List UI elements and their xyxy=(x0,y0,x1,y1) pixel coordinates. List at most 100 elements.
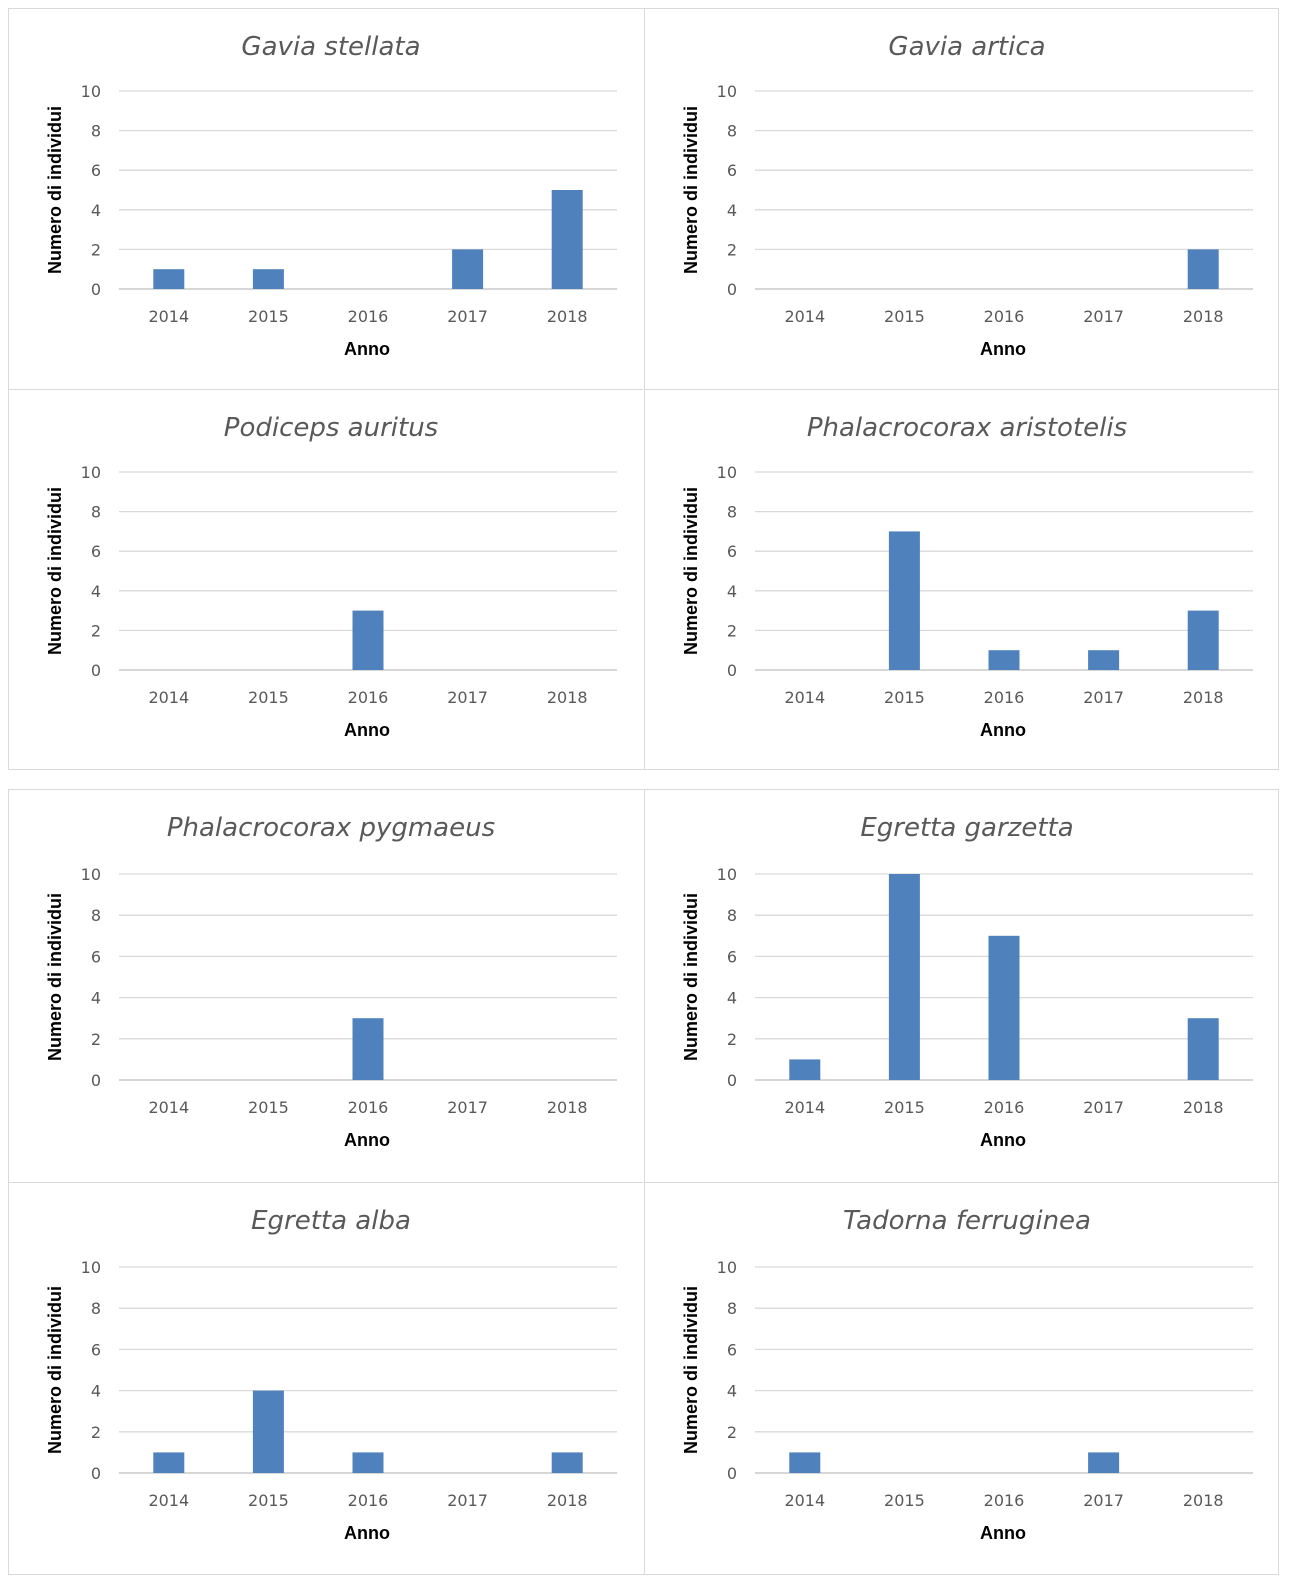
y-tick-label: 2 xyxy=(727,1423,737,1442)
x-axis-title: Anno xyxy=(980,1130,1026,1150)
y-tick-label: 0 xyxy=(727,1071,737,1090)
x-tick-label: 2014 xyxy=(784,307,825,326)
y-tick-label: 2 xyxy=(727,621,737,640)
y-tick-label: 10 xyxy=(81,1258,101,1277)
y-tick-label: 0 xyxy=(727,280,737,299)
y-axis-title: Numero di individui xyxy=(45,1286,65,1454)
y-tick-label: 10 xyxy=(81,463,101,482)
y-axis-title: Numero di individui xyxy=(681,893,701,1061)
y-tick-label: 4 xyxy=(91,582,101,601)
y-axis-title: Numero di individui xyxy=(681,106,701,274)
x-axis-title: Anno xyxy=(980,1523,1026,1543)
bar-2014 xyxy=(789,1452,821,1473)
y-tick-label: 4 xyxy=(727,201,737,220)
y-tick-label: 2 xyxy=(91,240,101,259)
bar-2016 xyxy=(352,1452,384,1473)
x-axis-title: Anno xyxy=(980,720,1026,740)
x-axis-title: Anno xyxy=(344,1523,390,1543)
x-axis-title: Anno xyxy=(344,720,390,740)
y-tick-label: 8 xyxy=(91,1299,101,1318)
y-tick-label: 0 xyxy=(91,1071,101,1090)
chart-panel-podiceps-auritus: Podiceps auritus 0 2 4 6 8 10 2014 2015 2016 2017 2… xyxy=(9,389,643,769)
y-tick-label: 10 xyxy=(717,865,737,884)
bar-2015 xyxy=(888,874,920,1080)
chart-group-top: Gavia stellata 0 2 4 6 8 10 2014 2015 2016 2017 201… xyxy=(8,8,1279,770)
x-tick-label: 2016 xyxy=(984,688,1025,707)
y-tick-label: 8 xyxy=(727,503,737,522)
bar-2017 xyxy=(1088,1452,1120,1473)
y-tick-label: 4 xyxy=(91,1382,101,1401)
x-tick-label: 2017 xyxy=(447,1491,488,1510)
y-tick-label: 6 xyxy=(91,161,101,180)
y-tick-label: 4 xyxy=(91,201,101,220)
y-axis-title: Numero di individui xyxy=(45,106,65,274)
y-axis-title: Numero di individui xyxy=(681,1286,701,1454)
x-tick-label: 2015 xyxy=(248,1491,289,1510)
y-tick-label: 4 xyxy=(727,582,737,601)
x-tick-label: 2017 xyxy=(447,307,488,326)
x-tick-label: 2018 xyxy=(1183,1491,1224,1510)
y-tick-label: 10 xyxy=(717,82,737,101)
chart-title: Phalacrocorax aristotelis xyxy=(807,413,1127,443)
x-tick-label: 2016 xyxy=(348,688,389,707)
x-tick-label: 2016 xyxy=(984,1098,1025,1117)
x-tick-label: 2018 xyxy=(1183,1098,1224,1117)
x-tick-label: 2018 xyxy=(547,307,588,326)
x-axis-title: Anno xyxy=(980,339,1026,359)
chart-panel-gavia-artica: Gavia artica 0 2 4 6 8 10 2014 2015 2016 2017 2018 A… xyxy=(644,9,1278,389)
bar-2018 xyxy=(551,190,583,289)
x-tick-label: 2015 xyxy=(248,688,289,707)
y-axis-title: Numero di individui xyxy=(45,487,65,655)
y-tick-label: 0 xyxy=(91,661,101,680)
chart-title: Podiceps auritus xyxy=(224,413,438,443)
bar-chart-tadorna-ferruginea: Tadorna ferruginea 0 2 4 6 8 10 2014 2015 2016 201… xyxy=(681,1206,1253,1543)
y-tick-label: 0 xyxy=(727,1464,737,1483)
y-tick-label: 6 xyxy=(727,161,737,180)
x-tick-label: 2018 xyxy=(547,1491,588,1510)
x-tick-label: 2017 xyxy=(1083,1491,1124,1510)
y-tick-label: 4 xyxy=(727,1382,737,1401)
x-tick-label: 2014 xyxy=(784,1491,825,1510)
x-tick-label: 2014 xyxy=(148,688,189,707)
y-tick-label: 8 xyxy=(727,122,737,141)
x-tick-label: 2014 xyxy=(784,1098,825,1117)
x-axis-title: Anno xyxy=(344,1130,390,1150)
x-tick-label: 2017 xyxy=(447,688,488,707)
bar-2017 xyxy=(452,249,484,289)
x-tick-label: 2018 xyxy=(1183,688,1224,707)
y-tick-label: 0 xyxy=(727,661,737,680)
y-tick-label: 8 xyxy=(91,122,101,141)
y-tick-label: 6 xyxy=(727,1340,737,1359)
y-tick-label: 10 xyxy=(81,865,101,884)
x-tick-label: 2017 xyxy=(1083,688,1124,707)
y-tick-label: 10 xyxy=(717,1258,737,1277)
x-tick-label: 2015 xyxy=(884,688,925,707)
x-tick-label: 2015 xyxy=(884,1491,925,1510)
y-tick-label: 2 xyxy=(727,240,737,259)
x-tick-label: 2015 xyxy=(248,1098,289,1117)
bar-2014 xyxy=(153,269,185,289)
bar-2016 xyxy=(988,650,1020,670)
bar-2018 xyxy=(1187,1018,1219,1080)
x-tick-label: 2018 xyxy=(1183,307,1224,326)
chart-panel-egretta-alba: Egretta alba 0 2 4 6 8 10 2014 2015 2016 2017 2018 A… xyxy=(9,1182,643,1574)
x-tick-label: 2015 xyxy=(884,307,925,326)
x-tick-label: 2015 xyxy=(248,307,289,326)
chart-panel-phalacrocorax-pygmaeus: Phalacrocorax pygmaeus 0 2 4 6 8 10 2014 2015 201… xyxy=(9,790,643,1182)
x-tick-label: 2016 xyxy=(348,1098,389,1117)
x-tick-label: 2018 xyxy=(547,688,588,707)
y-tick-label: 6 xyxy=(727,947,737,966)
x-tick-label: 2017 xyxy=(1083,1098,1124,1117)
x-tick-label: 2016 xyxy=(348,307,389,326)
bar-2016 xyxy=(352,610,384,670)
chart-title: Egretta alba xyxy=(251,1206,411,1236)
bar-chart-phalacrocorax-aristotelis: Phalacrocorax aristotelis 0 2 4 6 8 10 2014 2015… xyxy=(681,413,1253,740)
y-tick-label: 2 xyxy=(91,621,101,640)
y-tick-label: 2 xyxy=(727,1030,737,1049)
x-tick-label: 2016 xyxy=(984,307,1025,326)
y-tick-label: 10 xyxy=(81,82,101,101)
y-tick-label: 6 xyxy=(91,947,101,966)
y-tick-label: 6 xyxy=(727,542,737,561)
x-tick-label: 2018 xyxy=(547,1098,588,1117)
chart-title: Gavia artica xyxy=(888,32,1045,62)
